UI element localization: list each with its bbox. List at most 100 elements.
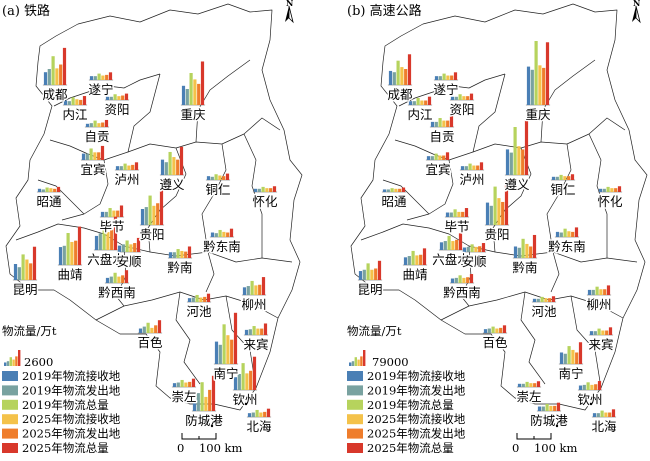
city-bar [71, 97, 75, 105]
legend-swatch [347, 414, 363, 425]
legend-sample-bars [349, 350, 366, 366]
city-bar [176, 159, 180, 175]
legend-swatch [2, 385, 18, 396]
city-bar [184, 382, 188, 387]
city-bar [97, 123, 101, 127]
city-bar [362, 269, 366, 280]
district-line [115, 245, 127, 307]
study-area-outline [5, 3, 303, 411]
north-arrow: N [285, 0, 294, 24]
city-bar [97, 73, 101, 80]
city-bar [401, 187, 406, 192]
city-label: 成都 [42, 87, 68, 102]
city-bar [415, 255, 419, 265]
city-bar [513, 127, 517, 175]
city-bar [58, 247, 63, 265]
district-line [460, 245, 472, 307]
province-line [440, 291, 624, 321]
district-line [37, 179, 85, 215]
city-bar [571, 349, 575, 364]
legend-swatch [2, 399, 18, 410]
city-bar-group [12, 246, 38, 281]
city-bar [445, 212, 450, 217]
city-bar [189, 73, 193, 105]
city-bar [533, 383, 537, 387]
city-bar [129, 244, 133, 252]
district-line [406, 159, 454, 221]
city-bar [168, 151, 172, 175]
city-bar [108, 72, 113, 80]
city-bar [200, 382, 204, 411]
city-bar [599, 289, 603, 295]
city-bar-group [137, 320, 163, 334]
city-bar [85, 123, 90, 127]
city-bar [526, 66, 531, 105]
city-bar [592, 413, 597, 417]
city-label: 泸州 [459, 172, 484, 187]
city-label: 重庆 [180, 107, 206, 122]
city-bar [509, 152, 513, 175]
district-line [472, 73, 506, 153]
city-label: 崇左 [171, 389, 196, 404]
city-bar [164, 162, 168, 175]
city-bar [591, 289, 595, 295]
city-bar [610, 188, 614, 192]
legend-sample-bars [4, 350, 21, 366]
city-bar [563, 176, 567, 180]
legend: 物流量/万t 79000 2019年物流接收地2019年物流发出地2019年物流… [347, 324, 466, 455]
city-label: 昭通 [381, 194, 407, 209]
district-line [201, 143, 227, 253]
city-bar [89, 123, 93, 127]
city-bar-group [88, 72, 114, 81]
city-bar [85, 153, 89, 160]
city-bar [115, 166, 120, 170]
city-bar [461, 211, 465, 217]
city-bar [142, 326, 146, 333]
city-label: 昭通 [36, 194, 62, 209]
city-bar [185, 89, 189, 105]
city-bar [133, 243, 137, 252]
city-bar [43, 72, 48, 85]
city-bar [21, 254, 25, 280]
legend-item-label: 2025年物流总量 [22, 441, 109, 455]
city-label: 毕节 [99, 219, 124, 234]
city-bar [157, 320, 162, 333]
city-bar [248, 329, 252, 335]
city-bar [25, 259, 29, 280]
city-bar-group [114, 162, 140, 171]
city-bar [98, 233, 102, 250]
city-bar [548, 298, 552, 302]
city-bar [451, 241, 455, 250]
city-bar [460, 166, 465, 170]
city-bar [257, 188, 261, 192]
city-bar [245, 373, 249, 390]
city-bar [525, 381, 529, 387]
city-bar [45, 187, 49, 192]
city-bar [411, 250, 415, 265]
city-bar [524, 120, 529, 175]
city-bar [446, 120, 450, 127]
city-label: 曲靖 [402, 267, 427, 282]
city-bar [538, 65, 542, 105]
city-bar [225, 173, 230, 180]
city-bar [53, 188, 57, 192]
city-bar [450, 96, 455, 100]
city-bar [101, 75, 105, 80]
city-bar [570, 174, 575, 180]
city-bar [29, 263, 33, 280]
city-bar [241, 363, 245, 390]
city-bar [449, 115, 454, 127]
city-label: 柳州 [241, 297, 266, 312]
city-bar [617, 186, 622, 192]
city-bar [222, 176, 226, 180]
city-bar [529, 383, 533, 387]
scale-label: 0 100 km [177, 441, 243, 455]
city-bar [113, 94, 117, 100]
city-bar [62, 245, 66, 265]
city-bar [604, 412, 608, 417]
city-bar [453, 72, 458, 80]
city-bar [193, 79, 197, 105]
city-bar [180, 250, 184, 258]
city-bar-group [402, 248, 428, 266]
